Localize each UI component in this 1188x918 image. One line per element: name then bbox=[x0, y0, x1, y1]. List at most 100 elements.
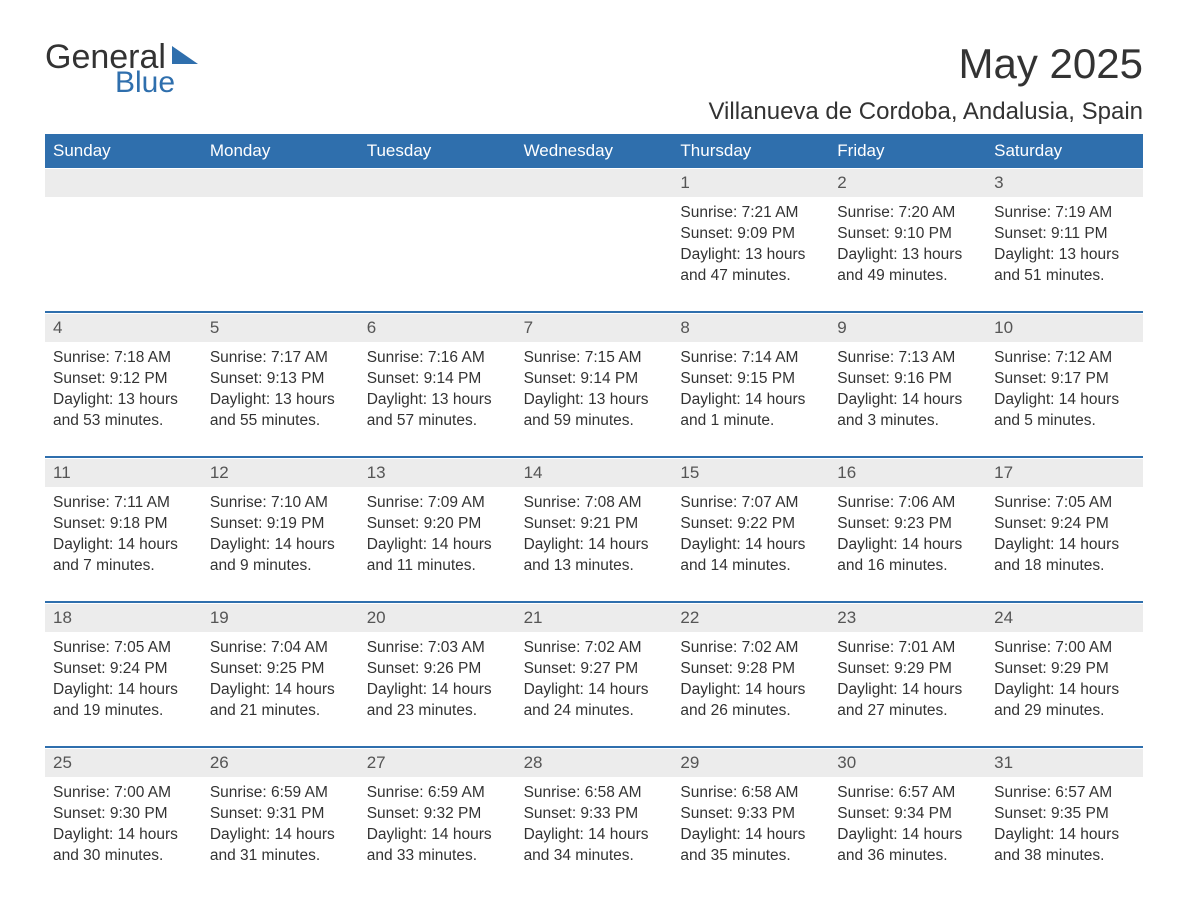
sunrise-text: Sunrise: 6:59 AM bbox=[210, 783, 351, 804]
daylight-line2: and 49 minutes. bbox=[837, 266, 978, 287]
day-number: 11 bbox=[45, 459, 202, 487]
title-location: Villanueva de Cordoba, Andalusia, Spain bbox=[708, 98, 1143, 126]
daylight-line1: Daylight: 14 hours bbox=[367, 680, 508, 701]
daynum-bar: 25262728293031 bbox=[45, 749, 1143, 777]
day-cell: Sunrise: 7:00 AMSunset: 9:30 PMDaylight:… bbox=[45, 777, 202, 873]
daylight-line2: and 3 minutes. bbox=[837, 411, 978, 432]
daylight-line2: and 23 minutes. bbox=[367, 701, 508, 722]
day-number bbox=[516, 169, 673, 197]
day-number: 2 bbox=[829, 169, 986, 197]
day-cell: Sunrise: 7:04 AMSunset: 9:25 PMDaylight:… bbox=[202, 632, 359, 728]
weekday-sunday: Sunday bbox=[45, 134, 202, 168]
day-number bbox=[202, 169, 359, 197]
day-cell: Sunrise: 7:01 AMSunset: 9:29 PMDaylight:… bbox=[829, 632, 986, 728]
daylight-line2: and 33 minutes. bbox=[367, 846, 508, 867]
day-cell: Sunrise: 7:14 AMSunset: 9:15 PMDaylight:… bbox=[672, 342, 829, 438]
day-number: 10 bbox=[986, 314, 1143, 342]
week-row: 11121314151617Sunrise: 7:11 AMSunset: 9:… bbox=[45, 456, 1143, 583]
sunrise-text: Sunrise: 6:58 AM bbox=[524, 783, 665, 804]
week-row: 45678910Sunrise: 7:18 AMSunset: 9:12 PMD… bbox=[45, 311, 1143, 438]
sunset-text: Sunset: 9:30 PM bbox=[53, 804, 194, 825]
daylight-line1: Daylight: 13 hours bbox=[367, 390, 508, 411]
daylight-line1: Daylight: 14 hours bbox=[680, 680, 821, 701]
daylight-line2: and 26 minutes. bbox=[680, 701, 821, 722]
daylight-line2: and 13 minutes. bbox=[524, 556, 665, 577]
title-month: May 2025 bbox=[708, 40, 1143, 88]
sunset-text: Sunset: 9:21 PM bbox=[524, 514, 665, 535]
sunrise-text: Sunrise: 7:13 AM bbox=[837, 348, 978, 369]
sunset-text: Sunset: 9:24 PM bbox=[994, 514, 1135, 535]
daylight-line1: Daylight: 14 hours bbox=[994, 825, 1135, 846]
day-cell bbox=[516, 197, 673, 293]
daylight-line1: Daylight: 14 hours bbox=[837, 680, 978, 701]
daylight-line2: and 1 minute. bbox=[680, 411, 821, 432]
day-number: 12 bbox=[202, 459, 359, 487]
day-cell: Sunrise: 7:09 AMSunset: 9:20 PMDaylight:… bbox=[359, 487, 516, 583]
sunrise-text: Sunrise: 6:57 AM bbox=[837, 783, 978, 804]
daylight-line2: and 19 minutes. bbox=[53, 701, 194, 722]
sunrise-text: Sunrise: 7:21 AM bbox=[680, 203, 821, 224]
day-number: 15 bbox=[672, 459, 829, 487]
day-number: 3 bbox=[986, 169, 1143, 197]
sunset-text: Sunset: 9:27 PM bbox=[524, 659, 665, 680]
week-row: 18192021222324Sunrise: 7:05 AMSunset: 9:… bbox=[45, 601, 1143, 728]
sunrise-text: Sunrise: 7:12 AM bbox=[994, 348, 1135, 369]
day-number: 30 bbox=[829, 749, 986, 777]
daylight-line2: and 35 minutes. bbox=[680, 846, 821, 867]
daylight-line1: Daylight: 14 hours bbox=[210, 680, 351, 701]
daylight-line1: Daylight: 13 hours bbox=[994, 245, 1135, 266]
sunset-text: Sunset: 9:20 PM bbox=[367, 514, 508, 535]
weekday-header-row: SundayMondayTuesdayWednesdayThursdayFrid… bbox=[45, 134, 1143, 168]
sunset-text: Sunset: 9:29 PM bbox=[837, 659, 978, 680]
daylight-line2: and 38 minutes. bbox=[994, 846, 1135, 867]
sunrise-text: Sunrise: 7:04 AM bbox=[210, 638, 351, 659]
sunset-text: Sunset: 9:10 PM bbox=[837, 224, 978, 245]
weekday-monday: Monday bbox=[202, 134, 359, 168]
sunset-text: Sunset: 9:33 PM bbox=[680, 804, 821, 825]
day-cell bbox=[202, 197, 359, 293]
day-number: 19 bbox=[202, 604, 359, 632]
daylight-line2: and 21 minutes. bbox=[210, 701, 351, 722]
sunrise-text: Sunrise: 7:19 AM bbox=[994, 203, 1135, 224]
sunset-text: Sunset: 9:25 PM bbox=[210, 659, 351, 680]
daylight-line1: Daylight: 13 hours bbox=[837, 245, 978, 266]
daylight-line2: and 9 minutes. bbox=[210, 556, 351, 577]
sunrise-text: Sunrise: 7:18 AM bbox=[53, 348, 194, 369]
daylight-line1: Daylight: 14 hours bbox=[837, 390, 978, 411]
weekday-thursday: Thursday bbox=[672, 134, 829, 168]
sunset-text: Sunset: 9:28 PM bbox=[680, 659, 821, 680]
daylight-line1: Daylight: 14 hours bbox=[210, 825, 351, 846]
week-row: 123Sunrise: 7:21 AMSunset: 9:09 PMDaylig… bbox=[45, 168, 1143, 293]
sunset-text: Sunset: 9:29 PM bbox=[994, 659, 1135, 680]
daylight-line1: Daylight: 14 hours bbox=[367, 825, 508, 846]
day-number: 1 bbox=[672, 169, 829, 197]
daylight-line1: Daylight: 14 hours bbox=[524, 535, 665, 556]
day-cell: Sunrise: 7:06 AMSunset: 9:23 PMDaylight:… bbox=[829, 487, 986, 583]
sunrise-text: Sunrise: 7:02 AM bbox=[680, 638, 821, 659]
daylight-line2: and 5 minutes. bbox=[994, 411, 1135, 432]
sunset-text: Sunset: 9:34 PM bbox=[837, 804, 978, 825]
brand-logo: General Blue bbox=[45, 40, 198, 98]
day-number: 8 bbox=[672, 314, 829, 342]
day-cell: Sunrise: 7:13 AMSunset: 9:16 PMDaylight:… bbox=[829, 342, 986, 438]
daylight-line1: Daylight: 14 hours bbox=[524, 680, 665, 701]
daylight-line2: and 16 minutes. bbox=[837, 556, 978, 577]
daylight-line2: and 55 minutes. bbox=[210, 411, 351, 432]
day-number: 28 bbox=[516, 749, 673, 777]
daynum-bar: 123 bbox=[45, 169, 1143, 197]
day-number bbox=[45, 169, 202, 197]
daylight-line2: and 57 minutes. bbox=[367, 411, 508, 432]
daylight-line2: and 53 minutes. bbox=[53, 411, 194, 432]
day-number: 26 bbox=[202, 749, 359, 777]
day-cell: Sunrise: 7:00 AMSunset: 9:29 PMDaylight:… bbox=[986, 632, 1143, 728]
daylight-line2: and 59 minutes. bbox=[524, 411, 665, 432]
sunset-text: Sunset: 9:19 PM bbox=[210, 514, 351, 535]
sunset-text: Sunset: 9:14 PM bbox=[524, 369, 665, 390]
day-cell: Sunrise: 7:10 AMSunset: 9:19 PMDaylight:… bbox=[202, 487, 359, 583]
sunset-text: Sunset: 9:35 PM bbox=[994, 804, 1135, 825]
daylight-line1: Daylight: 14 hours bbox=[994, 390, 1135, 411]
title-block: May 2025 Villanueva de Cordoba, Andalusi… bbox=[708, 40, 1143, 126]
sunrise-text: Sunrise: 7:05 AM bbox=[53, 638, 194, 659]
daylight-line1: Daylight: 14 hours bbox=[53, 825, 194, 846]
sunset-text: Sunset: 9:18 PM bbox=[53, 514, 194, 535]
